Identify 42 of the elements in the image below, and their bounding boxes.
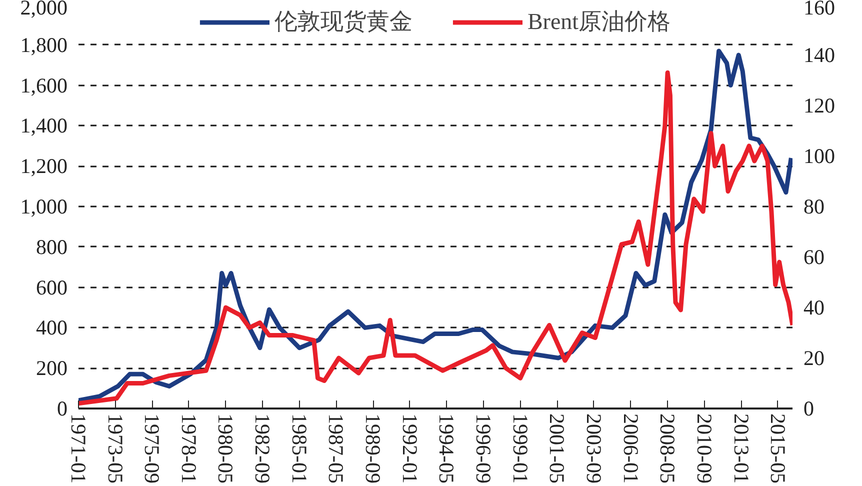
x-tick-label: 1975-09 xyxy=(140,414,164,484)
x-tick-label: 2015-05 xyxy=(766,414,790,484)
x-tick-label: 1996-09 xyxy=(472,414,496,484)
y2-tick-label: 20 xyxy=(804,346,824,370)
x-tick-label: 1980-05 xyxy=(214,414,238,484)
y-tick-label: 1,000 xyxy=(20,194,68,218)
y-tick-label: 2,000 xyxy=(20,0,68,20)
legend-label: Brent原油价格 xyxy=(527,8,671,36)
x-tick-label: 1994-05 xyxy=(434,414,459,484)
y2-tick-label: 120 xyxy=(804,94,835,118)
x-tick-label: 2008-05 xyxy=(656,414,680,484)
x-tick-label: 1985-01 xyxy=(287,414,312,484)
y2-tick-label: 60 xyxy=(804,245,824,269)
x-tick-label: 1989-09 xyxy=(361,414,386,484)
y-tick-label: 0 xyxy=(57,396,68,420)
x-tick-label: 2003-09 xyxy=(582,414,606,484)
x-tick-label: 1999-01 xyxy=(508,414,532,484)
y-tick-label: 600 xyxy=(36,275,68,300)
y2-tick-label: 0 xyxy=(804,396,814,420)
x-tick-label: 2001-05 xyxy=(545,414,570,484)
x-tick-label: 1982-09 xyxy=(250,414,275,484)
y-tick-label: 400 xyxy=(36,316,68,340)
x-tick-label: 2013-01 xyxy=(729,414,754,484)
x-tick-label: 1992-01 xyxy=(398,414,422,484)
x-tick-label: 2010-09 xyxy=(692,414,716,484)
y2-tick-label: 160 xyxy=(804,0,835,20)
x-tick-label: 1971-01 xyxy=(66,414,90,484)
x-tick-label: 2006-01 xyxy=(618,414,643,484)
y-tick-label: 800 xyxy=(36,234,68,259)
x-tick-label: 1987-05 xyxy=(324,414,348,484)
legend-label: 伦敦现货黄金 xyxy=(274,8,412,36)
y2-tick-label: 40 xyxy=(804,296,824,320)
x-tick-label: 1978-01 xyxy=(176,414,201,484)
y-tick-label: 1,600 xyxy=(20,73,68,98)
y-tick-label: 1,200 xyxy=(20,154,68,178)
y-tick-label: 1,800 xyxy=(20,32,68,57)
y-tick-label: 200 xyxy=(36,356,68,380)
y2-tick-label: 140 xyxy=(804,43,835,67)
y2-tick-label: 100 xyxy=(804,144,835,168)
y-tick-label: 1,400 xyxy=(20,114,68,138)
y2-tick-label: 80 xyxy=(804,194,824,218)
x-tick-label: 1973-05 xyxy=(103,414,128,484)
